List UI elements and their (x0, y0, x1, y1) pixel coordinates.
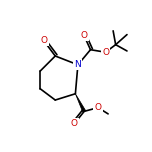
Text: O: O (102, 48, 109, 57)
Text: O: O (81, 31, 88, 40)
Text: O: O (95, 103, 102, 112)
Text: O: O (40, 36, 47, 45)
Polygon shape (75, 94, 86, 112)
Text: N: N (74, 60, 81, 69)
Text: O: O (71, 119, 78, 128)
